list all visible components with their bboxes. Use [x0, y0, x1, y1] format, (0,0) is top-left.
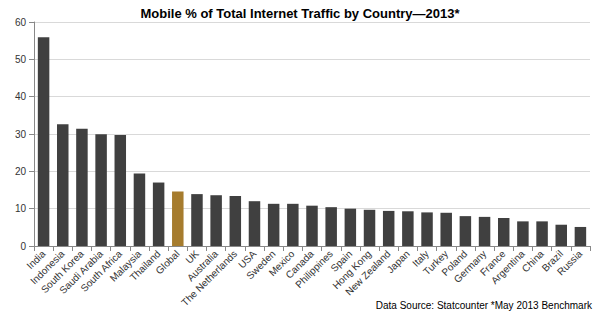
svg-text:Australia: Australia	[184, 248, 220, 284]
svg-text:0: 0	[20, 241, 26, 252]
svg-text:Sweden: Sweden	[244, 248, 278, 282]
svg-text:Japan: Japan	[385, 248, 412, 275]
svg-text:The Netherlands: The Netherlands	[179, 248, 239, 308]
svg-text:Germany: Germany	[451, 248, 489, 285]
svg-text:New Zealand: New Zealand	[343, 248, 392, 297]
svg-text:Italy: Italy	[410, 248, 431, 269]
svg-text:Philippines: Philippines	[293, 248, 335, 290]
svg-text:60: 60	[15, 17, 27, 28]
svg-text:USA: USA	[236, 248, 259, 271]
svg-text:Argentina: Argentina	[488, 248, 527, 287]
svg-text:Poland: Poland	[439, 248, 470, 278]
svg-text:40: 40	[15, 91, 27, 102]
svg-text:Indonesia: Indonesia	[28, 248, 67, 287]
svg-text:Data Source: Statcounter *May: Data Source: Statcounter *May 2013 Bench…	[376, 300, 593, 311]
svg-text:30: 30	[15, 129, 27, 140]
svg-text:Saudi Arabia: Saudi Arabia	[57, 248, 105, 296]
svg-text:South Africa: South Africa	[78, 248, 125, 294]
svg-text:Thailand: Thailand	[127, 248, 163, 283]
svg-text:Mexico: Mexico	[266, 248, 297, 279]
svg-text:UK: UK	[183, 248, 201, 266]
svg-text:20: 20	[15, 166, 27, 177]
svg-text:China: China	[520, 248, 547, 275]
svg-text:India: India	[24, 248, 48, 272]
svg-text:Russia: Russia	[555, 248, 585, 278]
svg-text:Hong Kong: Hong Kong	[330, 248, 374, 292]
svg-text:France: France	[477, 248, 508, 278]
svg-text:Brazil: Brazil	[539, 248, 566, 274]
svg-text:Spain: Spain	[328, 248, 355, 274]
svg-text:South Korea: South Korea	[38, 248, 86, 296]
svg-text:50: 50	[15, 54, 27, 65]
svg-text:Canada: Canada	[283, 248, 316, 281]
svg-text:Turkey: Turkey	[421, 248, 451, 278]
svg-text:Malaysia: Malaysia	[107, 248, 144, 284]
svg-text:Mobile % of Total Internet Tra: Mobile % of Total Internet Traffic by Co…	[140, 6, 460, 21]
svg-text:10: 10	[15, 203, 27, 214]
svg-text:Global: Global	[153, 248, 181, 276]
